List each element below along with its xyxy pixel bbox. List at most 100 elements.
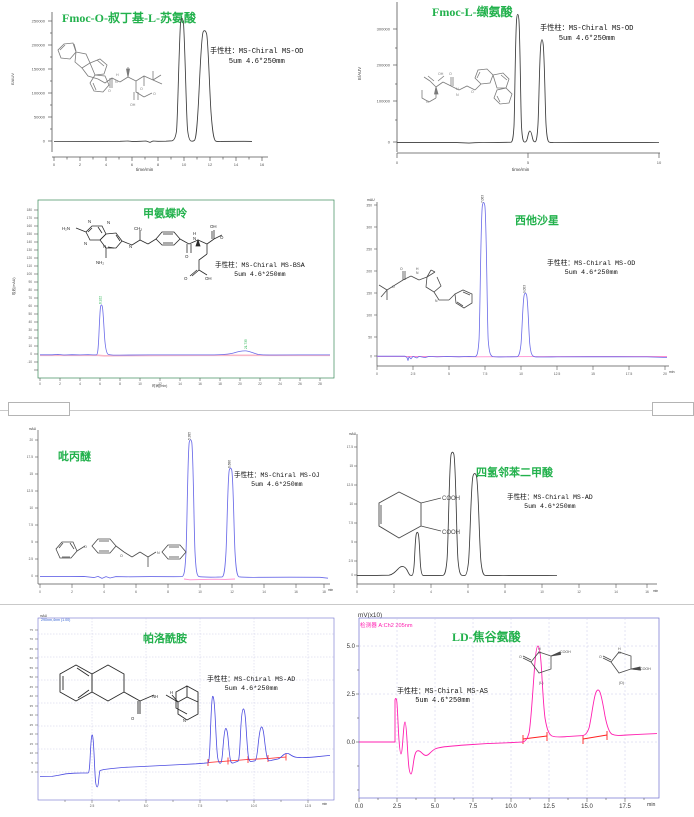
svg-text:10: 10 <box>540 590 544 594</box>
svg-text:2: 2 <box>393 590 395 594</box>
svg-text:7.5: 7.5 <box>198 804 203 808</box>
panel-1-column-line2: 5um 4.6*250mm <box>228 57 285 66</box>
svg-text:250: 250 <box>366 247 372 251</box>
separator-tab-left <box>8 402 70 416</box>
svg-text:200000: 200000 <box>377 63 391 68</box>
svg-text:9.003: 9.003 <box>522 285 526 293</box>
panel-8-ylabel: mV(x10) <box>358 612 383 619</box>
panel-fmoc-threonine: Fmoc-O-叔丁基-L-苏氨酸 手性柱：MS-Chiral MS-OD 5um… <box>0 0 347 182</box>
svg-text:10: 10 <box>519 372 523 376</box>
svg-text:16: 16 <box>294 590 298 594</box>
svg-text:H: H <box>116 73 119 77</box>
panel-5-xlabel: min <box>328 588 334 592</box>
svg-text:45: 45 <box>30 685 34 689</box>
panel-3-column-line2: 5um 4.6*250mm <box>234 270 286 278</box>
svg-text:6: 6 <box>135 590 137 594</box>
svg-text:OH: OH <box>130 103 136 107</box>
svg-text:N: N <box>84 241 87 246</box>
svg-text:25: 25 <box>30 723 34 727</box>
panel-6-xlabel: min <box>653 589 659 593</box>
svg-text:6.922: 6.922 <box>99 296 103 304</box>
svg-text:17.5: 17.5 <box>626 372 633 376</box>
svg-text:5.0: 5.0 <box>431 804 440 810</box>
svg-text:170: 170 <box>27 216 33 220</box>
panel-6-column-line1: 手性柱：MS-Chiral MS-AD <box>507 494 593 501</box>
molecule-l-pyroglutamic-acid: O HN COOH (L) <box>519 647 571 685</box>
svg-text:2: 2 <box>79 162 82 167</box>
molecule-fmoc-valine: O OH O N H O <box>421 68 513 105</box>
panel-sitafloxacin: 西他沙星 手性柱：MS-Chiral MS-OD 5um 4.6*250mm m… <box>347 190 694 390</box>
svg-text:4: 4 <box>103 590 105 594</box>
svg-text:16: 16 <box>645 590 649 594</box>
svg-text:N: N <box>183 718 186 723</box>
panel-1-xlabel: time/min <box>136 167 154 172</box>
panel-2-column-line2: 5um 4.6*250mm <box>558 34 615 43</box>
svg-text:4: 4 <box>105 162 108 167</box>
svg-text:17.5: 17.5 <box>347 445 353 449</box>
svg-text:OH: OH <box>205 276 212 281</box>
svg-text:CH₃: CH₃ <box>134 226 142 231</box>
svg-text:O: O <box>185 254 189 259</box>
panel-4-ylabel: mAU <box>367 198 375 202</box>
svg-text:COOH: COOH <box>560 650 571 654</box>
svg-text:5: 5 <box>527 160 530 165</box>
panel-3-column-line1: 手性柱：MS-Chiral MS-BSA <box>215 262 305 269</box>
panel-8-column-line1: 手性柱：MS-Chiral MS-AS <box>397 688 489 696</box>
svg-text:35: 35 <box>30 704 34 708</box>
svg-text:COOH: COOH <box>442 530 460 536</box>
svg-text:70: 70 <box>30 637 34 641</box>
svg-text:OH: OH <box>438 72 444 76</box>
panel-2-plot: 300000 200000 100000 0 0 5 10 <box>377 2 662 165</box>
panel-2-xlabel: time/min <box>512 167 530 172</box>
svg-text:5: 5 <box>31 761 33 765</box>
row-separator-3 <box>0 604 694 605</box>
panel-2-column-info: 手性柱：MS-Chiral MS-OD 5um 4.6*250mm <box>540 25 633 44</box>
svg-text:7.5: 7.5 <box>483 372 488 376</box>
svg-text:14: 14 <box>614 590 618 594</box>
panel-8-plot: 5.0 2.5 0.0 0.0 2.5 5.0 7.5 10.0 12.5 15.0 17.5 <box>347 617 660 810</box>
svg-text:H: H <box>170 690 173 695</box>
svg-text:55: 55 <box>30 666 34 670</box>
svg-text:10: 10 <box>198 590 202 594</box>
svg-text:5.0: 5.0 <box>144 804 149 808</box>
svg-text:0: 0 <box>31 574 33 578</box>
svg-text:300: 300 <box>366 225 372 229</box>
svg-text:0: 0 <box>39 382 41 386</box>
panel-methotrexate: 甲氨蝶呤 手性柱：MS-Chiral MS-BSA 5um 4.6*250mm … <box>0 190 347 390</box>
svg-text:15: 15 <box>29 472 33 476</box>
molecule-fmoc-threonine: HN O O OH O <box>57 42 163 107</box>
panel-5-column-info: 手性柱：MS-Chiral MS-OJ 5um 4.6*250mm <box>234 472 320 490</box>
svg-text:-10: -10 <box>27 360 32 364</box>
svg-text:0: 0 <box>39 590 41 594</box>
svg-text:130: 130 <box>27 248 33 252</box>
svg-text:N: N <box>193 236 196 241</box>
svg-text:10: 10 <box>349 502 353 506</box>
svg-text:17.5: 17.5 <box>27 455 33 459</box>
svg-text:110: 110 <box>27 264 32 268</box>
svg-text:N: N <box>157 551 160 555</box>
svg-text:N: N <box>88 219 91 224</box>
svg-text:12.5: 12.5 <box>305 804 311 808</box>
svg-text:26: 26 <box>298 382 302 386</box>
svg-text:O: O <box>84 545 87 549</box>
svg-text:21.735: 21.735 <box>244 339 248 349</box>
svg-text:10.0: 10.0 <box>251 804 257 808</box>
panel-3-title: 甲氨蝶呤 <box>143 208 187 220</box>
svg-text:15: 15 <box>591 372 595 376</box>
svg-text:5: 5 <box>351 540 353 544</box>
svg-text:NH₂: NH₂ <box>96 260 104 265</box>
svg-text:0: 0 <box>376 372 378 376</box>
svg-text:H: H <box>538 647 541 651</box>
panel-4-column-line1: 手性柱：MS-Chiral MS-OD <box>547 260 636 268</box>
svg-text:12.5: 12.5 <box>543 804 555 810</box>
panel-2-title: Fmoc-L-缬氨酸 <box>432 5 513 19</box>
svg-text:N: N <box>435 299 438 303</box>
panel-6-title: 四氢邻苯二甲酸 <box>476 467 553 479</box>
svg-text:2.5: 2.5 <box>393 804 402 810</box>
svg-text:O: O <box>392 285 395 289</box>
molecule-pyriproxyfen: O O N <box>55 538 187 567</box>
svg-text:20: 20 <box>238 382 242 386</box>
svg-text:40: 40 <box>30 694 34 698</box>
